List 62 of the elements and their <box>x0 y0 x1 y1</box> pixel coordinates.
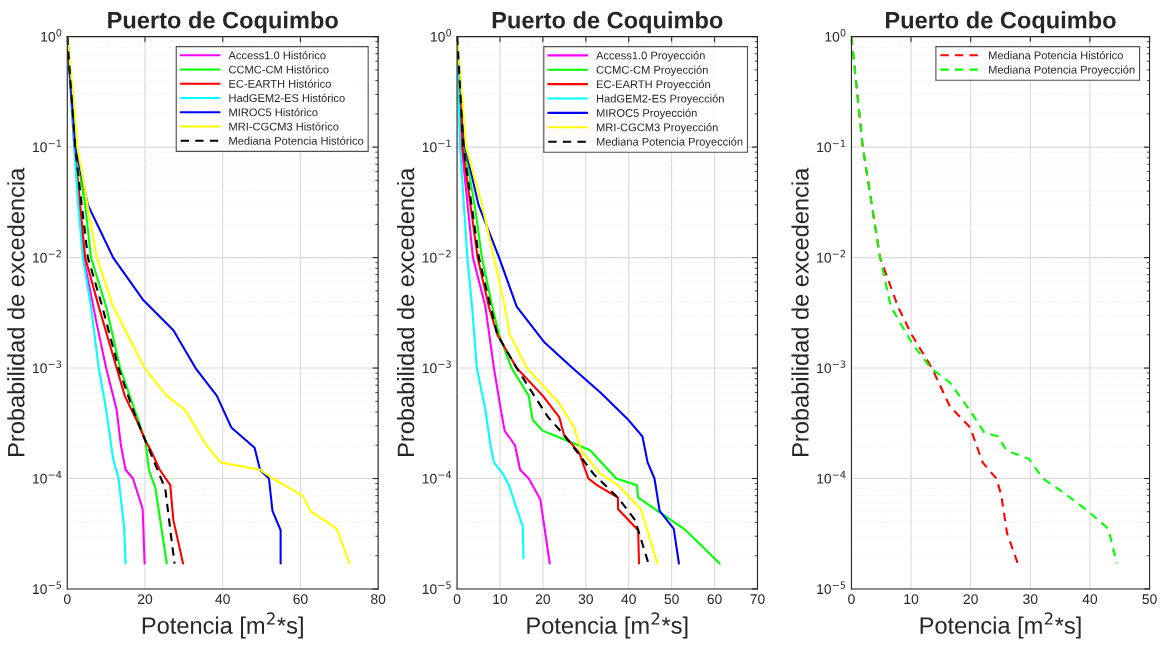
x-axis-title: Potencia [m$^{2}$*s] <box>142 612 303 639</box>
legend-label: MIROC5 Histórico <box>229 107 318 117</box>
x-tick-label: 0 <box>63 594 71 605</box>
y-tick-label: 10$^{−1}$ <box>33 139 62 153</box>
x-tick-label: 20 <box>137 594 153 605</box>
chart-title: Puerto de Coquimbo <box>492 11 723 34</box>
y-tick-label: 10$^{−2}$ <box>33 249 61 263</box>
legend-label: Mediana Potencia Proyección <box>596 137 743 148</box>
x-tick-label: 50 <box>1142 594 1157 605</box>
y-tick-label: 10$^{0}$ <box>41 29 62 42</box>
y-tick-label: 10$^{−3}$ <box>33 360 62 374</box>
chart-title: Puerto de Coquimbo <box>108 11 338 34</box>
y-tick-label: 10$^{−5}$ <box>422 581 451 595</box>
x-tick-label: 60 <box>707 594 722 605</box>
legend-label: EC-EARTH Histórico <box>229 79 331 88</box>
legend-label: MRI-CGCM3 Proyección <box>596 123 718 134</box>
legend-label: MRI-CGCM3 Histórico <box>229 122 339 131</box>
y-axis-title: Probabilidad de excedencia <box>396 167 415 456</box>
x-axis-title: Potencia [m$^{2}$*s] <box>527 612 688 639</box>
y-tick-label: 10$^{0}$ <box>431 29 452 42</box>
legend-label: Access1.0 Histórico <box>228 50 326 60</box>
y-tick-label: 10$^{0}$ <box>825 29 846 42</box>
y-tick-label: 10$^{−2}$ <box>422 249 451 263</box>
y-axis-title: Probabilidad de excedencia <box>791 167 809 456</box>
legend-label: EC-EARTH Proyección <box>596 79 710 91</box>
x-tick-label: 10 <box>493 594 508 605</box>
y-tick-label: 10$^{−3}$ <box>422 360 451 374</box>
legend-label: HadGEM2-ES Histórico <box>229 93 345 103</box>
x-tick-label: 20 <box>963 594 978 605</box>
y-tick-label: 10$^{−4}$ <box>817 471 846 484</box>
x-tick-label: 40 <box>621 594 636 605</box>
y-tick-label: 10$^{−4}$ <box>33 471 62 484</box>
x-tick-label: 10 <box>904 594 919 605</box>
legend-label: CCMC-CM Proyección <box>596 65 708 76</box>
x-tick-label: 20 <box>535 594 551 605</box>
legend-label: HadGEM2-ES Proyección <box>596 94 724 105</box>
x-tick-label: 40 <box>215 594 230 605</box>
legend-label: MIROC5 Proyección <box>596 108 697 120</box>
y-tick-label: 10$^{−2}$ <box>817 249 846 263</box>
chart-title: Puerto de Coquimbo <box>886 11 1116 34</box>
x-tick-label: 40 <box>1082 594 1098 605</box>
x-tick-label: 30 <box>578 594 593 605</box>
y-axis-title: Probabilidad de excedencia <box>7 167 25 456</box>
y-tick-label: 10$^{−1}$ <box>422 139 451 153</box>
y-tick-label: 10$^{−1}$ <box>817 139 846 153</box>
legend-label: CCMC-CM Histórico <box>229 65 329 74</box>
x-tick-label: 0 <box>453 594 461 605</box>
x-tick-label: 50 <box>664 594 679 605</box>
legend-label: Mediana Potencia Histórico <box>989 50 1123 60</box>
y-tick-label: 10$^{−5}$ <box>33 581 62 595</box>
legend-label: Mediana Potencia Histórico <box>229 136 364 145</box>
y-tick-label: 10$^{−3}$ <box>817 360 846 374</box>
x-axis-title: Potencia [m$^{2}$*s] <box>920 612 1081 639</box>
y-tick-label: 10$^{−5}$ <box>817 581 846 595</box>
x-tick-label: 30 <box>1023 594 1038 605</box>
x-tick-label: 70 <box>750 594 765 605</box>
legend-label: Access1.0 Proyección <box>596 51 705 62</box>
y-tick-label: 10$^{−4}$ <box>422 471 452 484</box>
x-tick-label: 60 <box>293 594 308 605</box>
x-tick-label: 80 <box>371 594 386 605</box>
legend-label: Mediana Potencia Proyección <box>989 65 1135 76</box>
x-tick-label: 0 <box>848 594 855 605</box>
